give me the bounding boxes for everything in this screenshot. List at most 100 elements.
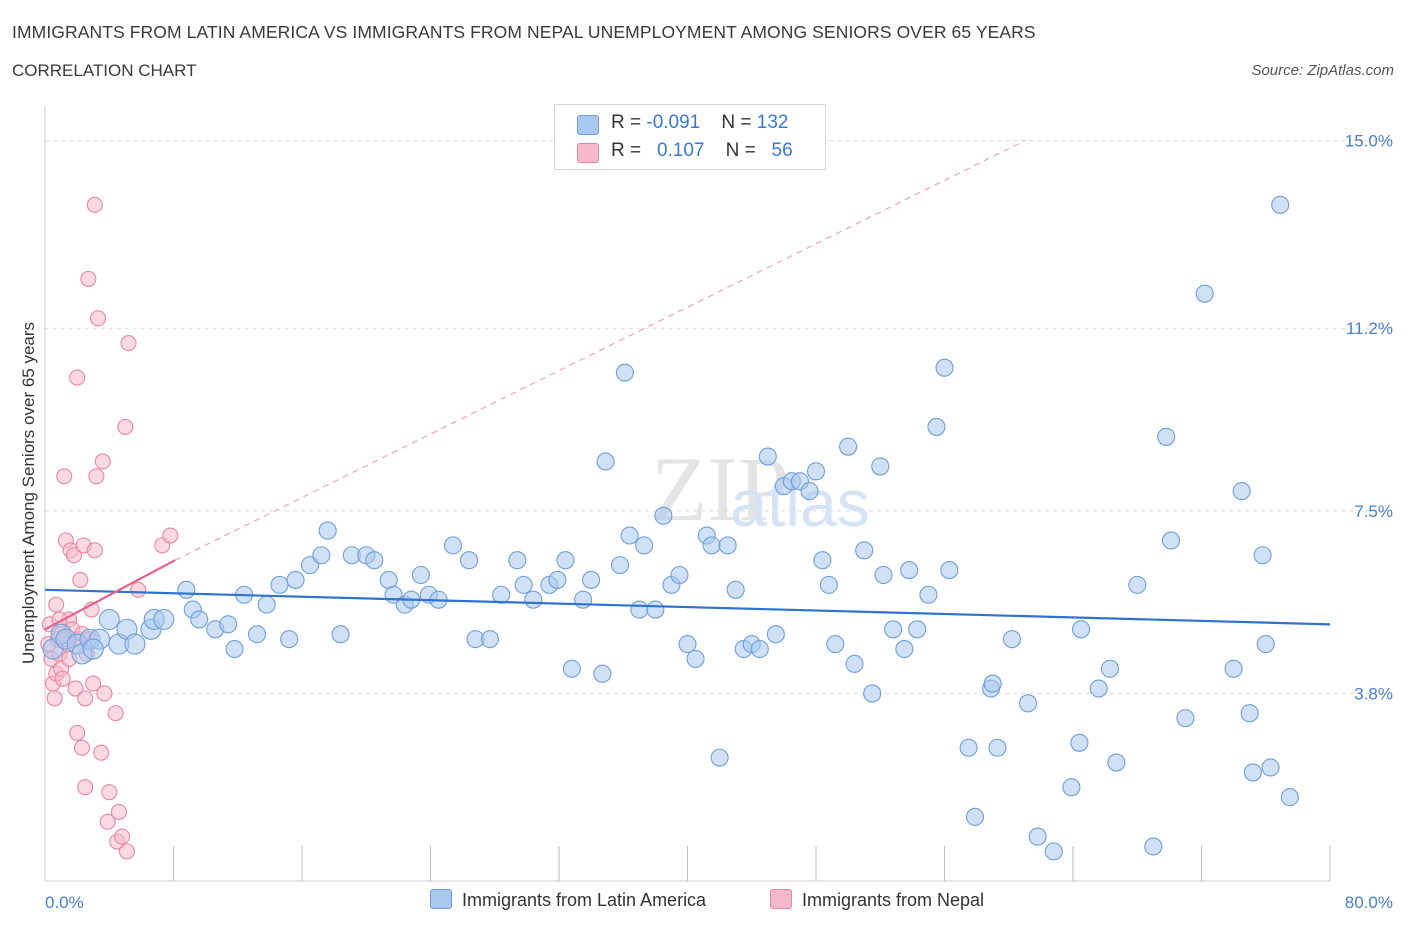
latin-america-point xyxy=(819,575,838,594)
latin-america-point xyxy=(459,551,479,570)
latin-america-point xyxy=(863,684,882,703)
latin-america-point xyxy=(190,610,209,629)
latin-america-point xyxy=(582,570,601,589)
latin-america-point xyxy=(318,521,337,540)
latin-america-point xyxy=(1071,620,1091,639)
legend-swatch-pink xyxy=(770,889,792,909)
latin-america-point xyxy=(710,748,729,767)
legend-r-label: R = xyxy=(611,112,647,133)
latin-america-point xyxy=(514,575,533,594)
latin-america-point xyxy=(124,633,146,655)
latin-america-point xyxy=(153,608,175,630)
latin-america-point xyxy=(1018,694,1038,713)
latin-america-point xyxy=(630,600,649,619)
latin-america-point xyxy=(574,590,593,609)
latin-america-point xyxy=(1044,842,1063,861)
latin-america-point xyxy=(1070,733,1089,752)
nepal-point xyxy=(110,803,127,820)
legend-n-label: N = xyxy=(725,140,761,161)
nepal-point xyxy=(77,690,94,707)
nepal-point xyxy=(72,571,89,588)
nepal-point xyxy=(101,784,118,801)
legend-label-latin-america: Immigrants from Latin America xyxy=(462,890,707,910)
source-label: Source: ZipAtlas.com xyxy=(1251,62,1394,79)
latin-america-point xyxy=(988,738,1007,757)
legend-r-value: -0.091 xyxy=(646,112,701,133)
latin-america-point xyxy=(1253,546,1272,565)
latin-america-point xyxy=(286,570,305,589)
legend-n-value: 132 xyxy=(756,112,789,133)
latin-america-point xyxy=(845,654,864,673)
latin-america-point xyxy=(813,551,832,570)
nepal-point xyxy=(85,675,102,692)
latin-america-point xyxy=(225,639,244,659)
latin-america-point xyxy=(270,575,289,594)
grid-lines xyxy=(45,140,1390,694)
latin-america-point xyxy=(635,536,654,555)
nepal-point xyxy=(96,685,113,702)
latin-america-point xyxy=(219,615,238,634)
latin-america-point xyxy=(884,620,903,639)
latin-america-point xyxy=(702,536,721,555)
latin-america-point xyxy=(548,570,567,589)
latin-america-point xyxy=(1195,284,1214,303)
latin-america-point xyxy=(758,447,777,466)
latin-america-point xyxy=(750,639,769,659)
y-tick-label: 11.2% xyxy=(1346,319,1393,338)
latin-america-point xyxy=(800,482,819,501)
nepal-point xyxy=(80,270,97,287)
legend-r-value: 0.107 xyxy=(656,140,705,161)
latin-america-point xyxy=(678,635,697,654)
latin-america-point xyxy=(177,580,196,599)
x-tick-label: 0.0% xyxy=(45,893,84,912)
latin-america-point xyxy=(596,452,615,471)
chart-title: IMMIGRANTS FROM LATIN AMERICA VS IMMIGRA… xyxy=(12,22,1036,42)
latin-america-point xyxy=(940,561,959,580)
latin-america-point xyxy=(935,358,954,377)
nepal-point xyxy=(69,724,86,741)
nepal-trend-line xyxy=(44,559,176,631)
latin-america-point xyxy=(331,625,350,644)
nepal-point xyxy=(107,705,124,722)
nepal-point xyxy=(162,527,179,544)
latin-america-point xyxy=(1144,837,1163,856)
tick-labels: 3.8% 7.5% 11.2% 15.0% 0.0% 80.0% xyxy=(45,132,1393,912)
legend-n-label: N = xyxy=(721,112,757,133)
latin-america-point xyxy=(562,659,581,678)
latin-america-point xyxy=(247,625,267,644)
nepal-point xyxy=(114,828,131,845)
latin-america-point xyxy=(492,585,511,604)
latin-america-trend-line xyxy=(44,588,1331,626)
latin-america-point xyxy=(927,417,946,436)
latin-america-point xyxy=(908,620,927,639)
latin-america-point xyxy=(257,595,276,614)
latin-america-point xyxy=(900,561,919,580)
nepal-point xyxy=(69,369,86,386)
latin-america-point xyxy=(480,630,499,649)
legend-item-latin-america: Immigrants from Latin America xyxy=(430,889,706,911)
nepal-point xyxy=(120,334,137,352)
nepal-point xyxy=(46,690,63,707)
nepal-point xyxy=(117,418,134,435)
nepal-point xyxy=(130,581,147,598)
latin-america-point xyxy=(443,536,463,555)
nepal-point xyxy=(86,542,103,559)
latin-america-point xyxy=(654,506,673,525)
latin-america-point xyxy=(766,625,785,644)
latin-america-point xyxy=(686,649,705,668)
latin-america-point xyxy=(593,664,612,683)
latin-america-point xyxy=(411,565,430,585)
latin-america-point xyxy=(855,541,874,560)
nepal-point xyxy=(65,547,82,564)
legend-n-value: 56 xyxy=(771,140,793,161)
latin-america-point xyxy=(280,630,299,649)
nepal-point xyxy=(118,843,135,860)
latin-america-point xyxy=(895,639,914,659)
latin-america-point xyxy=(524,590,543,609)
latin-america-point xyxy=(1107,753,1126,772)
latin-america-point xyxy=(983,674,1002,693)
nepal-point xyxy=(67,680,84,697)
latin-america-point xyxy=(646,600,665,619)
nepal-point xyxy=(73,739,90,756)
